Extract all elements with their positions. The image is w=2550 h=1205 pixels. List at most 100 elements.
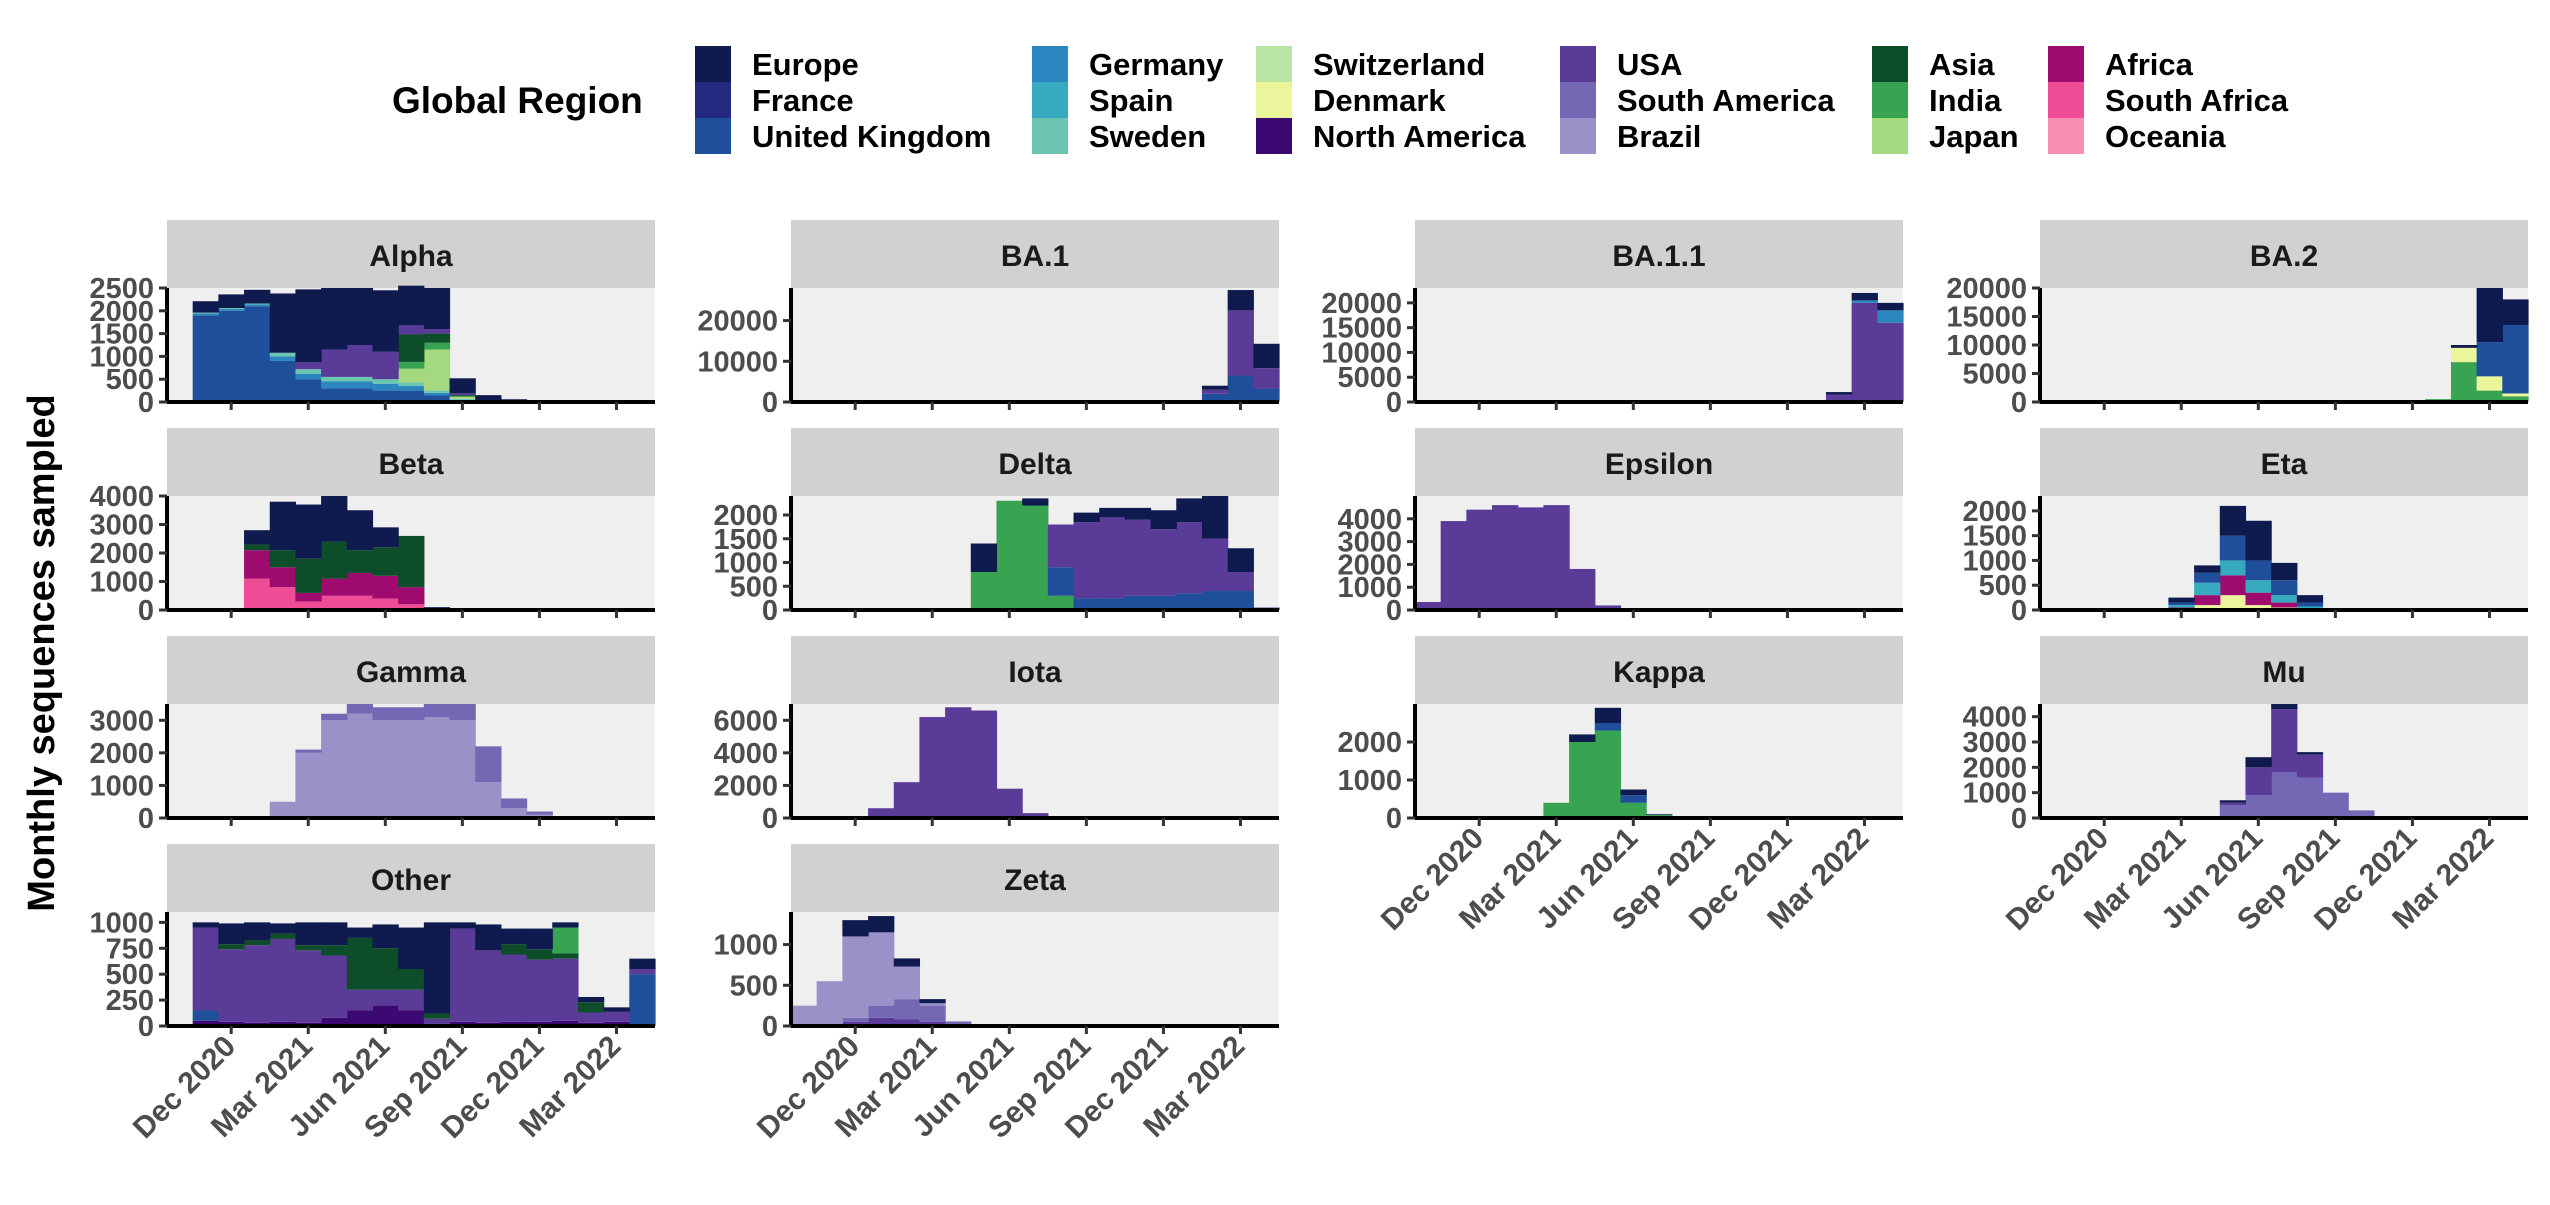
bar-segment	[2220, 595, 2246, 610]
bar-segment	[295, 505, 321, 559]
bar-segment	[193, 301, 219, 312]
bar-segment	[1202, 390, 1228, 394]
y-tick-label: 0	[1386, 803, 1402, 835]
bar-segment	[1048, 525, 1074, 568]
bar-segment	[945, 707, 971, 818]
bar-segment	[1852, 293, 1878, 300]
y-tick-label: 4000	[713, 738, 778, 770]
bar-segment	[244, 945, 270, 1023]
bar-segment	[218, 923, 244, 944]
bar-segment	[193, 922, 219, 927]
bar-segment	[1125, 520, 1151, 596]
y-tick-label: 2000	[89, 538, 154, 570]
bar-segment	[244, 304, 270, 305]
bar-segment	[1826, 392, 1852, 394]
bar-segment	[347, 596, 373, 610]
bar-segment	[295, 369, 321, 374]
bar-segment	[1492, 505, 1518, 610]
bar-segment	[372, 352, 398, 379]
bar-segment	[398, 386, 424, 391]
bar-segment	[270, 361, 296, 402]
bar-segment	[1569, 742, 1595, 818]
y-tick-label: 2000	[89, 738, 154, 770]
bar-segment	[971, 711, 997, 818]
bar-segment	[1253, 389, 1279, 401]
legend-label-japan: Japan	[1929, 119, 2019, 154]
y-tick-label: 1000	[89, 770, 154, 802]
bar-segment	[1125, 596, 1151, 610]
legend-label-south-america: South America	[1617, 83, 1835, 118]
plot-background	[791, 704, 1279, 818]
panel-title: Gamma	[356, 656, 466, 689]
bar-segment	[347, 928, 373, 938]
bar-segment	[1022, 506, 1048, 611]
bar-segment	[919, 717, 945, 818]
bar-segment	[1228, 310, 1254, 375]
bar-segment	[2245, 795, 2271, 818]
bar-segment	[2194, 595, 2220, 605]
bar-segment	[629, 969, 655, 974]
legend-swatch-usa	[1560, 46, 1596, 82]
bar-segment	[218, 944, 244, 949]
y-tick-label: 0	[762, 1011, 778, 1043]
legend-label-united-kingdom: United Kingdom	[752, 119, 991, 154]
y-tick-label: 500	[730, 970, 778, 1002]
bar-segment	[817, 981, 843, 1026]
bar-segment	[424, 1019, 450, 1024]
legend-swatch-brazil	[1560, 118, 1596, 154]
bar-segment	[321, 922, 347, 945]
bar-segment	[868, 932, 894, 1005]
bar-segment	[2168, 598, 2194, 603]
legend-swatch-africa	[2048, 46, 2084, 82]
legend-swatch-spain	[1032, 82, 1068, 118]
bar-segment	[1852, 303, 1878, 402]
bar-segment	[2168, 605, 2194, 607]
legend-swatch-switzerland	[1256, 46, 1292, 82]
panel-title: Mu	[2262, 656, 2305, 689]
bar-segment	[552, 959, 578, 1021]
bar-segment	[919, 1003, 945, 1005]
bar-segment	[295, 374, 321, 379]
bar-segment	[1228, 591, 1254, 610]
y-tick-label: 1000	[89, 907, 154, 939]
bar-segment	[2297, 752, 2323, 755]
bar-segment	[1151, 529, 1177, 596]
bar-segment	[372, 290, 398, 352]
legend-swatch-sweden	[1032, 118, 1068, 154]
legend-swatch-united-kingdom	[695, 118, 731, 154]
legend-swatch-france	[695, 82, 731, 118]
bar-segment	[321, 956, 347, 1018]
bar-segment	[2477, 288, 2503, 342]
bar-segment	[372, 1005, 398, 1026]
legend-swatch-europe	[695, 46, 731, 82]
bar-segment	[398, 536, 424, 587]
bar-segment	[919, 1006, 945, 1022]
y-tick-label: 1000	[89, 567, 154, 599]
bar-segment	[2297, 603, 2323, 607]
bar-segment	[894, 999, 920, 1019]
panel-title: Alpha	[369, 240, 453, 273]
bar-segment	[321, 288, 347, 350]
panel-title: BA.1.1	[1612, 240, 1705, 273]
bar-segment	[244, 304, 270, 306]
bar-segment	[1441, 521, 1467, 610]
legend-swatch-india	[1872, 82, 1908, 118]
bar-segment	[1466, 510, 1492, 610]
bar-segment	[244, 530, 270, 544]
bar-segment	[398, 990, 424, 1011]
y-tick-label: 4000	[1962, 702, 2027, 734]
bar-segment	[270, 502, 296, 550]
bar-segment	[295, 593, 321, 602]
bar-segment	[2271, 580, 2297, 595]
bar-segment	[2502, 325, 2528, 393]
y-tick-label: 0	[2011, 387, 2027, 419]
bar-segment	[2194, 565, 2220, 572]
bar-segment	[347, 550, 373, 573]
bar-segment	[347, 377, 373, 382]
bar-segment	[193, 315, 219, 402]
